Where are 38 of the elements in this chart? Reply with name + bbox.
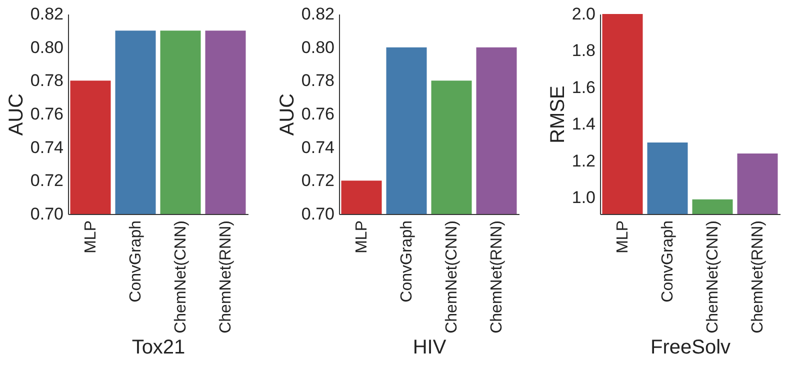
y-tick-label: 0.76	[30, 104, 64, 124]
y-tick-label: 1.6	[572, 78, 596, 97]
x-tick-label: ConvGraph	[128, 220, 144, 302]
y-tick-label: 1.2	[572, 151, 596, 170]
y-axis-title: RMSE	[546, 86, 569, 144]
x-tick-label: MLP	[82, 220, 100, 254]
y-tick-label: 0.82	[30, 4, 64, 24]
y-tick-label: 0.80	[301, 38, 334, 57]
y-tick-label: 0.70	[30, 204, 64, 224]
x-tick-label: MLP	[354, 220, 370, 254]
y-axis-title: AUC	[5, 93, 28, 136]
y-tick-label: 0.72	[30, 171, 64, 190]
x-axis-title: FreeSolv	[650, 336, 731, 358]
x-axis-title: Tox21	[132, 336, 186, 358]
y-tick-label: 0.74	[301, 138, 334, 157]
y-tick-label: 0.82	[301, 4, 334, 24]
y-tick-label: 1.0	[572, 188, 596, 207]
y-tick-label: 2.0	[572, 4, 596, 24]
x-tick-label: ChemNet(CNN)	[172, 220, 190, 334]
y-tick-label: 1.8	[572, 41, 596, 60]
y-tick-label: 1.4	[572, 114, 596, 134]
y-tick-label: 0.76	[301, 104, 334, 124]
y-tick-label: 0.78	[30, 71, 64, 90]
y-tick-label: 0.80	[30, 38, 64, 57]
x-tick-label: ChemNet(CNN)	[704, 220, 722, 334]
x-tick-label: ConvGraph	[660, 220, 676, 302]
x-tick-label: ConvGraph	[398, 220, 416, 302]
x-tick-label: ChemNet(RNN)	[488, 220, 506, 334]
x-tick-label: ChemNet(RNN)	[750, 220, 766, 334]
x-axis-title: HIV	[412, 336, 447, 358]
x-tick-label: ChemNet(CNN)	[444, 220, 460, 334]
y-tick-label: 0.72	[301, 171, 334, 190]
x-tick-label: ChemNet(RNN)	[218, 220, 234, 334]
x-tick-label: MLP	[614, 220, 632, 254]
y-axis-title: AUC	[276, 93, 298, 136]
y-tick-label: 0.74	[30, 138, 64, 157]
y-tick-label: 0.78	[301, 71, 334, 90]
y-tick-label: 0.70	[301, 204, 334, 224]
